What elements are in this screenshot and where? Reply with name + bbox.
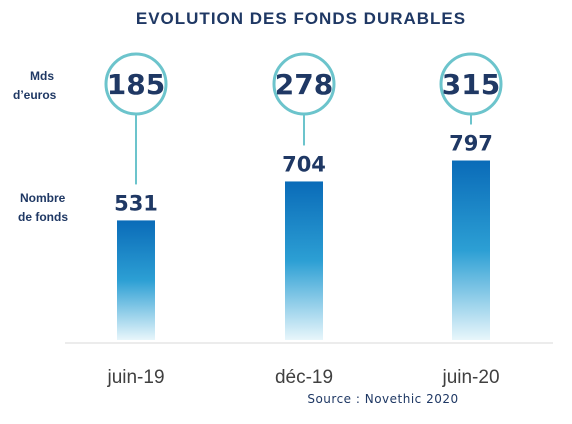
amount-value-label: 315	[442, 68, 500, 101]
bar-3	[452, 160, 490, 340]
count-label-line2: de fonds	[18, 210, 68, 224]
bar-2	[285, 181, 323, 340]
amount-value-label: 278	[275, 68, 333, 101]
bar-value-label: 531	[114, 191, 158, 215]
amount-circle	[104, 52, 168, 116]
amount-label-line1: Mds	[30, 69, 54, 83]
bar-value-label: 797	[449, 132, 493, 156]
count-label-line1: Nombre	[20, 191, 66, 205]
chart-title: EVOLUTION DES FONDS DURABLES	[136, 9, 466, 28]
amount-circle	[272, 52, 336, 116]
source-note: Source : Novethic 2020	[307, 392, 458, 406]
amount-value-label: 185	[107, 68, 165, 101]
category-label: juin-20	[441, 367, 499, 388]
amount-circle	[439, 52, 503, 116]
bar-1	[117, 220, 155, 340]
bar-value-label: 704	[282, 152, 326, 176]
category-label: déc-19	[275, 367, 333, 388]
category-label: juin-19	[106, 367, 164, 388]
amount-label-line2: d’euros	[13, 88, 57, 102]
